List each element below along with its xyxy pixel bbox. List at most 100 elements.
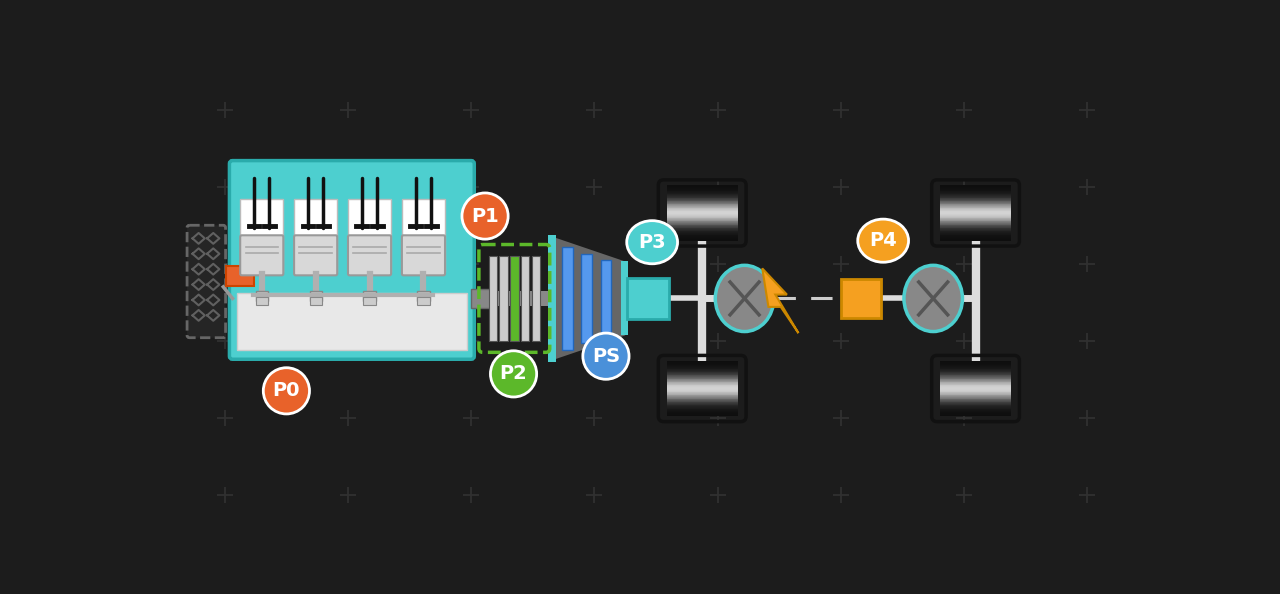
Polygon shape — [667, 384, 737, 385]
Ellipse shape — [627, 220, 677, 264]
Polygon shape — [667, 362, 737, 363]
Polygon shape — [667, 192, 737, 193]
Polygon shape — [940, 216, 1011, 217]
Polygon shape — [667, 369, 737, 370]
Polygon shape — [940, 403, 1011, 404]
Polygon shape — [667, 203, 737, 204]
Polygon shape — [667, 214, 737, 215]
Polygon shape — [667, 363, 737, 364]
Polygon shape — [667, 378, 737, 380]
Polygon shape — [667, 403, 737, 404]
Polygon shape — [940, 369, 1011, 370]
Polygon shape — [940, 223, 1011, 224]
Polygon shape — [667, 196, 737, 197]
Polygon shape — [940, 236, 1011, 237]
Polygon shape — [940, 364, 1011, 365]
Text: P4: P4 — [869, 231, 897, 250]
Polygon shape — [940, 386, 1011, 387]
FancyBboxPatch shape — [241, 235, 283, 276]
Bar — [511, 256, 518, 341]
Polygon shape — [667, 409, 737, 410]
Polygon shape — [667, 224, 737, 225]
Polygon shape — [667, 220, 737, 222]
FancyBboxPatch shape — [348, 235, 392, 276]
Bar — [600, 260, 612, 337]
Polygon shape — [940, 198, 1011, 199]
Polygon shape — [667, 376, 737, 377]
Polygon shape — [940, 385, 1011, 386]
Polygon shape — [940, 193, 1011, 194]
Ellipse shape — [490, 351, 536, 397]
Polygon shape — [940, 390, 1011, 391]
Bar — [310, 290, 321, 301]
Polygon shape — [940, 240, 1011, 241]
Polygon shape — [667, 400, 737, 401]
Bar — [256, 297, 268, 305]
Polygon shape — [667, 368, 737, 369]
Text: P3: P3 — [639, 233, 666, 252]
Polygon shape — [940, 399, 1011, 400]
Polygon shape — [667, 397, 737, 398]
Polygon shape — [940, 207, 1011, 208]
Polygon shape — [940, 211, 1011, 212]
Polygon shape — [667, 398, 737, 399]
Polygon shape — [940, 194, 1011, 195]
Bar — [531, 256, 540, 341]
Polygon shape — [940, 228, 1011, 229]
Polygon shape — [940, 410, 1011, 411]
Bar — [483, 290, 493, 307]
Polygon shape — [667, 226, 737, 227]
Polygon shape — [667, 193, 737, 194]
Polygon shape — [940, 204, 1011, 206]
Polygon shape — [940, 202, 1011, 203]
Polygon shape — [667, 198, 737, 199]
Polygon shape — [940, 210, 1011, 211]
Polygon shape — [667, 414, 737, 415]
Polygon shape — [667, 240, 737, 241]
Polygon shape — [940, 209, 1011, 210]
Polygon shape — [667, 232, 737, 233]
Polygon shape — [667, 209, 737, 210]
Polygon shape — [667, 208, 737, 209]
Polygon shape — [940, 384, 1011, 385]
Ellipse shape — [462, 193, 508, 239]
Bar — [364, 290, 376, 301]
Polygon shape — [667, 393, 737, 394]
Bar — [417, 290, 430, 301]
Polygon shape — [667, 391, 737, 393]
Polygon shape — [667, 370, 737, 371]
Polygon shape — [667, 206, 737, 207]
Polygon shape — [667, 386, 737, 387]
Polygon shape — [667, 401, 737, 402]
Polygon shape — [940, 391, 1011, 393]
Bar — [521, 256, 530, 341]
Polygon shape — [667, 212, 737, 213]
Polygon shape — [940, 380, 1011, 381]
Polygon shape — [667, 402, 737, 403]
Bar — [499, 256, 508, 341]
Text: P0: P0 — [273, 381, 300, 400]
Polygon shape — [667, 377, 737, 378]
Polygon shape — [667, 235, 737, 236]
Bar — [241, 199, 283, 272]
FancyBboxPatch shape — [229, 160, 475, 359]
Polygon shape — [940, 187, 1011, 188]
Polygon shape — [667, 230, 737, 232]
Bar — [480, 290, 548, 306]
Ellipse shape — [264, 368, 310, 414]
Polygon shape — [667, 385, 737, 386]
Polygon shape — [940, 398, 1011, 399]
Bar — [841, 279, 881, 318]
Polygon shape — [940, 199, 1011, 200]
Polygon shape — [940, 196, 1011, 197]
Polygon shape — [667, 199, 737, 200]
Polygon shape — [667, 227, 737, 228]
Polygon shape — [940, 371, 1011, 372]
Polygon shape — [667, 394, 737, 396]
Polygon shape — [667, 366, 737, 367]
Bar — [627, 277, 669, 319]
Polygon shape — [940, 383, 1011, 384]
Bar — [471, 289, 493, 308]
Ellipse shape — [858, 219, 909, 262]
Polygon shape — [667, 372, 737, 373]
